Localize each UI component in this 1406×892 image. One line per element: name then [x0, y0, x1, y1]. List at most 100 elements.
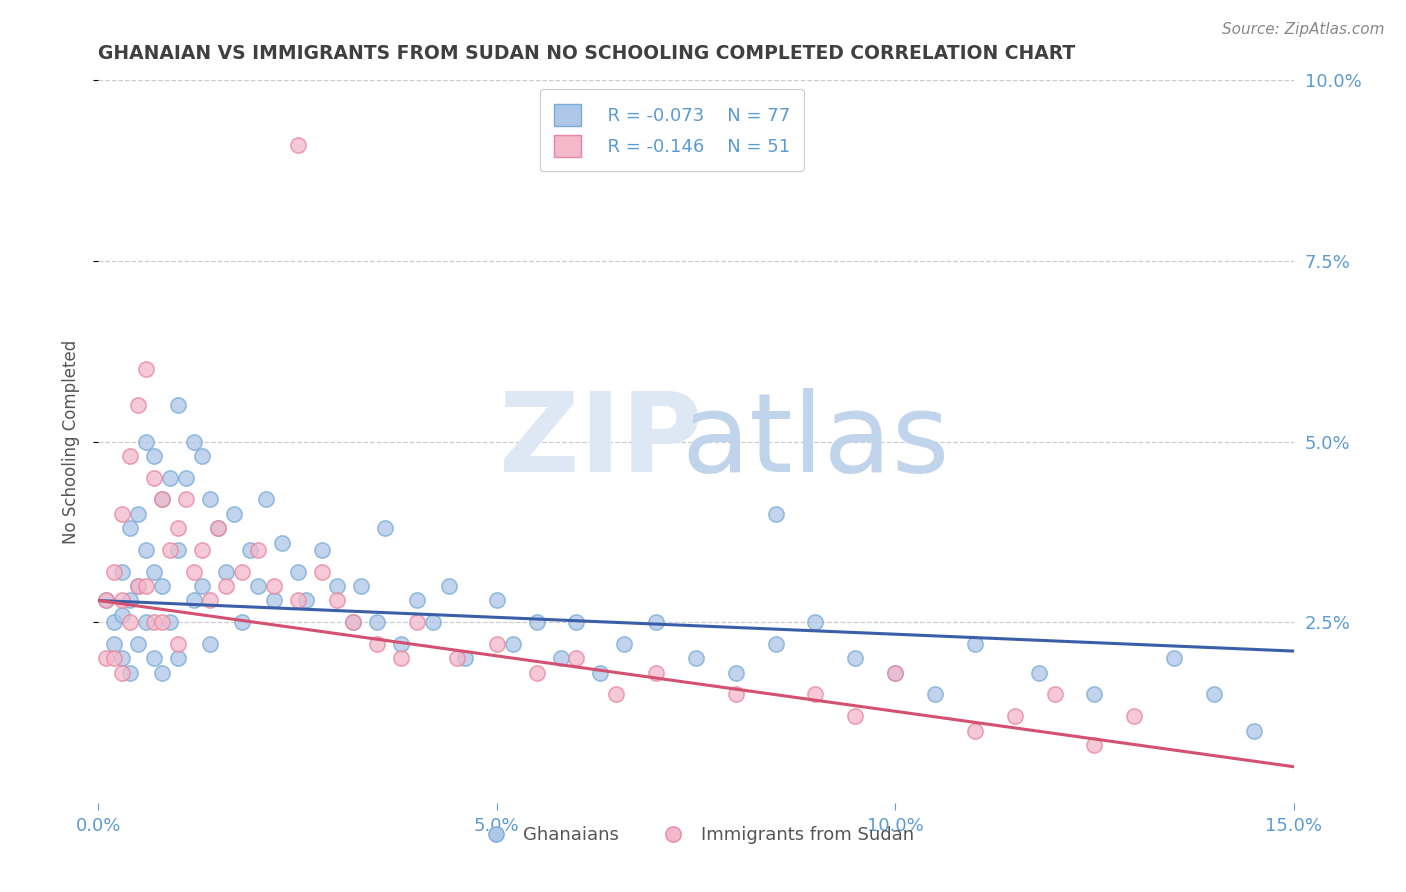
Point	[120, 665, 142, 680]
Point	[342, 615, 364, 630]
Point	[311, 542, 333, 557]
Y-axis label: No Schooling Completed: No Schooling Completed	[62, 340, 80, 543]
Point	[287, 593, 309, 607]
Point	[198, 593, 221, 607]
Point	[96, 651, 118, 665]
Point	[127, 579, 149, 593]
Point	[143, 449, 166, 463]
Text: ZIP: ZIP	[499, 388, 702, 495]
Point	[765, 637, 787, 651]
Point	[724, 687, 747, 701]
Point	[222, 507, 245, 521]
Point	[1004, 709, 1026, 723]
Point	[246, 542, 269, 557]
Point	[1028, 665, 1050, 680]
Point	[150, 492, 173, 507]
Point	[437, 579, 460, 593]
Point	[143, 471, 166, 485]
Point	[174, 471, 197, 485]
Point	[326, 579, 349, 593]
Point	[207, 521, 229, 535]
Point	[406, 615, 429, 630]
Point	[263, 593, 285, 607]
Point	[724, 665, 747, 680]
Point	[143, 565, 166, 579]
Point	[183, 593, 205, 607]
Point	[143, 651, 166, 665]
Point	[135, 542, 157, 557]
Point	[454, 651, 477, 665]
Point	[96, 593, 118, 607]
Point	[844, 709, 866, 723]
Point	[1202, 687, 1225, 701]
Point	[526, 665, 548, 680]
Point	[565, 615, 588, 630]
Point	[270, 535, 292, 549]
Point	[1243, 723, 1265, 738]
Point	[167, 651, 190, 665]
Point	[127, 507, 149, 521]
Point	[231, 565, 253, 579]
Point	[150, 492, 173, 507]
Point	[1083, 738, 1105, 752]
Point	[135, 362, 157, 376]
Point	[406, 593, 429, 607]
Point	[605, 687, 627, 701]
Point	[215, 579, 238, 593]
Point	[103, 565, 125, 579]
Point	[111, 607, 134, 622]
Point	[804, 615, 827, 630]
Point	[263, 579, 285, 593]
Point	[645, 615, 668, 630]
Point	[1163, 651, 1185, 665]
Point	[120, 521, 142, 535]
Point	[150, 615, 173, 630]
Point	[389, 637, 412, 651]
Point	[963, 723, 986, 738]
Point	[287, 565, 309, 579]
Point	[111, 651, 134, 665]
Point	[765, 507, 787, 521]
Point	[167, 542, 190, 557]
Point	[294, 593, 316, 607]
Point	[685, 651, 707, 665]
Point	[231, 615, 253, 630]
Point	[127, 579, 149, 593]
Point	[103, 637, 125, 651]
Point	[924, 687, 946, 701]
Point	[191, 579, 214, 593]
Point	[111, 565, 134, 579]
Point	[215, 565, 238, 579]
Point	[422, 615, 444, 630]
Point	[311, 565, 333, 579]
Point	[111, 665, 134, 680]
Point	[485, 637, 508, 651]
Point	[246, 579, 269, 593]
Point	[366, 615, 388, 630]
Point	[135, 615, 157, 630]
Text: GHANAIAN VS IMMIGRANTS FROM SUDAN NO SCHOOLING COMPLETED CORRELATION CHART: GHANAIAN VS IMMIGRANTS FROM SUDAN NO SCH…	[98, 45, 1076, 63]
Point	[565, 651, 588, 665]
Point	[120, 449, 142, 463]
Point	[884, 665, 907, 680]
Point	[183, 565, 205, 579]
Point	[111, 593, 134, 607]
Point	[135, 434, 157, 449]
Point	[127, 398, 149, 412]
Point	[963, 637, 986, 651]
Point	[103, 651, 125, 665]
Point	[804, 687, 827, 701]
Point	[366, 637, 388, 651]
Point	[254, 492, 277, 507]
Point	[111, 507, 134, 521]
Point	[550, 651, 572, 665]
Text: atlas: atlas	[682, 388, 949, 495]
Point	[502, 637, 524, 651]
Point	[159, 615, 181, 630]
Point	[1043, 687, 1066, 701]
Point	[150, 665, 173, 680]
Text: Source: ZipAtlas.com: Source: ZipAtlas.com	[1222, 22, 1385, 37]
Point	[350, 579, 373, 593]
Point	[1123, 709, 1146, 723]
Point	[120, 615, 142, 630]
